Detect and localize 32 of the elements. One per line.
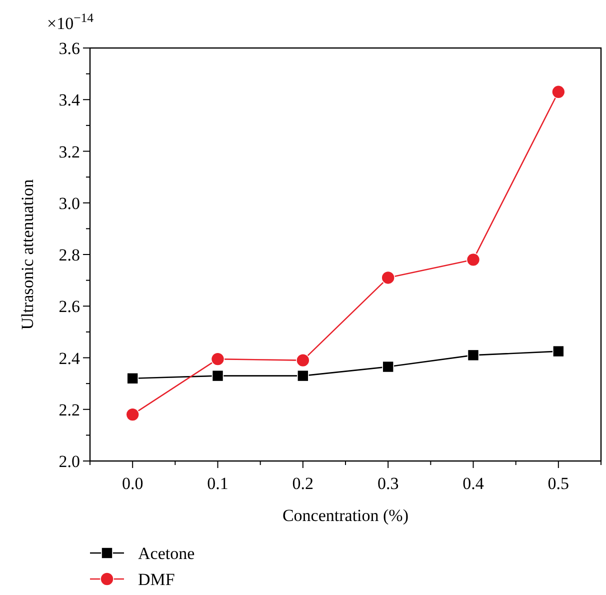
y-tick-label: 3.4 <box>58 90 80 110</box>
x-axis-title: Concentration (%) <box>282 506 409 525</box>
y-tick-label: 2.4 <box>58 348 80 368</box>
point <box>467 349 480 362</box>
point <box>210 352 225 366</box>
y-tick-label: 2.6 <box>58 297 80 316</box>
point <box>212 370 224 382</box>
y-tick-label: 3.6 <box>58 39 80 58</box>
legend-label: Acetone <box>138 544 195 563</box>
point <box>381 270 395 285</box>
y-tick-label: 2.8 <box>58 246 80 264</box>
point <box>297 370 309 382</box>
x-tick-label: 0.1 <box>207 474 228 493</box>
y-tick-label: 3.2 <box>58 142 80 162</box>
point <box>126 408 140 422</box>
point <box>552 84 566 99</box>
y-tick-label: 2.2 <box>58 400 80 420</box>
legend-label: DMF <box>138 570 175 589</box>
y-tick-label: 2.0 <box>58 452 80 471</box>
text: ×10$^{−14}$ <box>47 11 94 33</box>
point <box>382 360 394 373</box>
x-tick-label: 0.2 <box>292 474 314 493</box>
x-tick-label: 0.5 <box>548 474 570 493</box>
x-tick-label: 0.3 <box>377 474 399 493</box>
x-tick-label: 0.0 <box>122 474 144 493</box>
x-tick-label: 0.4 <box>462 474 484 493</box>
y-tick-label: 3.0 <box>58 194 80 213</box>
point <box>296 353 310 368</box>
point <box>552 345 564 358</box>
point <box>126 372 138 384</box>
point <box>466 252 480 267</box>
y-axis-title: Ultrasonic attenuation <box>18 178 37 330</box>
